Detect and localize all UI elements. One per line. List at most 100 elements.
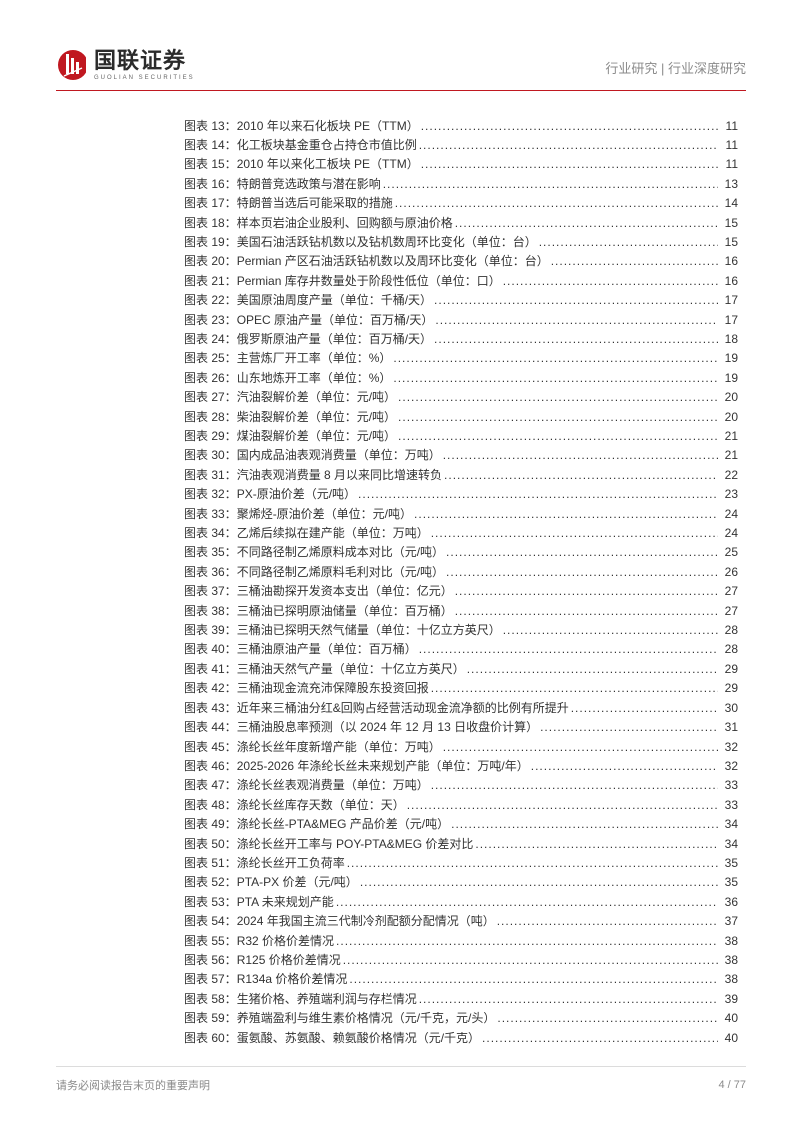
toc-row: 图表 42：三桶油现金流充沛保障股东投资回报..................…: [184, 679, 738, 698]
page-header: 国联证券 GUOLIAN SECURITIES 行业研究 | 行业深度研究: [56, 48, 746, 90]
toc-page-number: 24: [720, 524, 738, 543]
toc-row: 图表 18：样本页岩油企业股利、回购额与原油价格................…: [184, 214, 738, 233]
toc-page-number: 31: [720, 718, 738, 737]
toc-row: 图表 43：近年来三桶油分红&回购占经营活动现金流净额的比例有所提升......…: [184, 699, 738, 718]
toc-label: 图表 29：: [184, 427, 237, 446]
toc-label: 图表 52：: [184, 873, 237, 892]
toc-title: 三桶油原油产量（单位：百万桶）: [237, 640, 417, 659]
toc-leader-dots: ........................................…: [398, 388, 718, 407]
toc-label: 图表 26：: [184, 369, 237, 388]
toc-title: 化工板块基金重仓占持仓市值比例: [237, 136, 417, 155]
toc-title: 国内成品油表观消费量（单位：万吨）: [237, 446, 441, 465]
toc-title: 俄罗斯原油产量（单位：百万桶/天）: [237, 330, 432, 349]
toc-row: 图表 31：汽油表观消费量 8 月以来同比增速转负...............…: [184, 466, 738, 485]
toc-leader-dots: ........................................…: [539, 233, 718, 252]
toc-leader-dots: ........................................…: [434, 291, 718, 310]
toc-label: 图表 23：: [184, 311, 237, 330]
toc-leader-dots: ........................................…: [393, 349, 718, 368]
toc-row: 图表 30：国内成品油表观消费量（单位：万吨）.................…: [184, 446, 738, 465]
toc-row: 图表 46：2025-2026 年涤纶长丝未来规划产能（单位：万吨/年）....…: [184, 757, 738, 776]
toc-page-number: 18: [720, 330, 738, 349]
toc-page-number: 21: [720, 446, 738, 465]
toc-title: Permian 库存井数量处于阶段性低位（单位：口）: [237, 272, 501, 291]
toc-label: 图表 38：: [184, 602, 237, 621]
toc-label: 图表 35：: [184, 543, 237, 562]
toc-leader-dots: ........................................…: [455, 214, 718, 233]
toc-row: 图表 48：涤纶长丝库存天数（单位：天）....................…: [184, 796, 738, 815]
toc-label: 图表 58：: [184, 990, 237, 1009]
toc-label: 图表 34：: [184, 524, 237, 543]
toc-leader-dots: ........................................…: [503, 621, 718, 640]
toc-page-number: 24: [720, 505, 738, 524]
toc-label: 图表 41：: [184, 660, 237, 679]
toc-title: 汽油表观消费量 8 月以来同比增速转负: [237, 466, 442, 485]
toc-row: 图表 25：主营炼厂开工率（单位：%）.....................…: [184, 349, 738, 368]
toc-title: PX-原油价差（元/吨）: [237, 485, 356, 504]
page-container: 国联证券 GUOLIAN SECURITIES 行业研究 | 行业深度研究 图表…: [0, 0, 802, 1133]
toc-label: 图表 14：: [184, 136, 237, 155]
toc-row: 图表 41：三桶油天然气产量（单位：十亿立方英尺）...............…: [184, 660, 738, 679]
toc-page-number: 38: [720, 932, 738, 951]
toc-label: 图表 47：: [184, 776, 237, 795]
toc-page-number: 39: [720, 990, 738, 1009]
toc-row: 图表 37：三桶油勘探开发资本支出（单位：亿元）................…: [184, 582, 738, 601]
toc-label: 图表 50：: [184, 835, 237, 854]
toc-title: 三桶油现金流充沛保障股东投资回报: [237, 679, 429, 698]
page-footer: 请务必阅读报告末页的重要声明 4 / 77: [56, 1066, 746, 1093]
toc-label: 图表 53：: [184, 893, 237, 912]
toc-row: 图表 57：R134a 价格价差情况......................…: [184, 970, 738, 989]
toc-row: 图表 45：涤纶长丝年度新增产能（单位：万吨）.................…: [184, 738, 738, 757]
toc-title: R125 价格价差情况: [237, 951, 341, 970]
toc-row: 图表 51：涤纶长丝开工负荷率.........................…: [184, 854, 738, 873]
toc-row: 图表 56：R125 价格价差情况.......................…: [184, 951, 738, 970]
toc-page-number: 20: [720, 408, 738, 427]
toc-page-number: 25: [720, 543, 738, 562]
toc-leader-dots: ........................................…: [421, 155, 718, 174]
toc-title: 主营炼厂开工率（单位：%）: [237, 349, 392, 368]
toc-label: 图表 55：: [184, 932, 237, 951]
toc-leader-dots: ........................................…: [419, 990, 718, 1009]
toc-title: PTA 未来规划产能: [237, 893, 334, 912]
toc-label: 图表 40：: [184, 640, 237, 659]
toc-title: 涤纶长丝表观消费量（单位：万吨）: [237, 776, 429, 795]
toc-page-number: 26: [720, 563, 738, 582]
toc-leader-dots: ........................................…: [444, 466, 718, 485]
company-logo-icon: [56, 48, 86, 82]
toc-page-number: 40: [720, 1009, 738, 1028]
toc-page-number: 15: [720, 233, 738, 252]
toc-title: 2010 年以来石化板块 PE（TTM）: [237, 117, 419, 136]
toc-leader-dots: ........................................…: [414, 505, 718, 524]
toc-row: 图表 14：化工板块基金重仓占持仓市值比例...................…: [184, 136, 738, 155]
toc-label: 图表 15：: [184, 155, 237, 174]
toc-title: R32 价格价差情况: [237, 932, 334, 951]
toc-page-number: 33: [720, 776, 738, 795]
toc-label: 图表 18：: [184, 214, 237, 233]
toc-page-number: 22: [720, 466, 738, 485]
toc-page-number: 29: [720, 679, 738, 698]
toc-label: 图表 20：: [184, 252, 237, 271]
toc-label: 图表 33：: [184, 505, 237, 524]
toc-leader-dots: ........................................…: [540, 718, 718, 737]
toc-title: 汽油裂解价差（单位：元/吨）: [237, 388, 396, 407]
toc-title: 样本页岩油企业股利、回购额与原油价格: [237, 214, 453, 233]
toc-row: 图表 34：乙烯后续拟在建产能（单位：万吨）..................…: [184, 524, 738, 543]
toc-leader-dots: ........................................…: [455, 582, 718, 601]
toc-leader-dots: ........................................…: [434, 330, 718, 349]
toc-page-number: 33: [720, 796, 738, 815]
toc-row: 图表 60：蛋氨酸、苏氨酸、赖氨酸价格情况（元/千克）.............…: [184, 1029, 738, 1048]
toc-label: 图表 42：: [184, 679, 237, 698]
toc-leader-dots: ........................................…: [443, 446, 718, 465]
toc-row: 图表 24：俄罗斯原油产量（单位：百万桶/天）.................…: [184, 330, 738, 349]
toc-label: 图表 13：: [184, 117, 237, 136]
toc-page-number: 11: [720, 117, 738, 136]
toc-page-number: 28: [720, 621, 738, 640]
toc-row: 图表 44：三桶油股息率预测（以 2024 年 12 月 13 日收盘价计算）.…: [184, 718, 738, 737]
toc-label: 图表 59：: [184, 1009, 237, 1028]
toc-label: 图表 51：: [184, 854, 237, 873]
toc-label: 图表 28：: [184, 408, 237, 427]
toc-page-number: 35: [720, 854, 738, 873]
toc-leader-dots: ........................................…: [482, 1029, 718, 1048]
footer-page-indicator: 4 / 77: [718, 1079, 746, 1091]
toc-title: 柴油裂解价差（单位：元/吨）: [237, 408, 396, 427]
toc-row: 图表 16：特朗普竞选政策与潜在影响......................…: [184, 175, 738, 194]
